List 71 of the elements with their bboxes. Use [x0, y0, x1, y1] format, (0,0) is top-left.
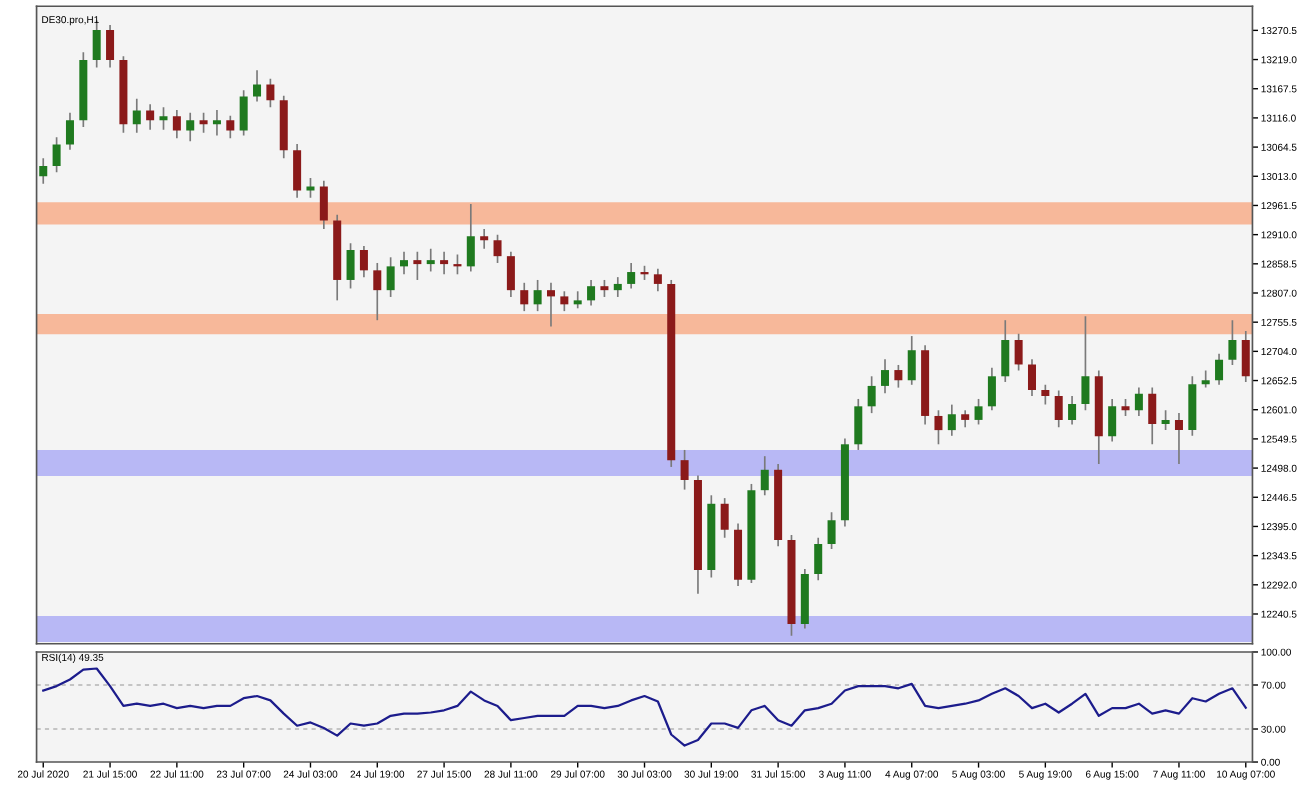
candlestick [65, 111, 74, 151]
candlestick [907, 335, 916, 386]
candlestick [266, 77, 275, 108]
candlestick [239, 89, 248, 137]
candlestick [533, 279, 542, 312]
candlestick [39, 157, 48, 185]
candlestick [172, 109, 181, 140]
candlestick [760, 455, 769, 497]
candlestick [212, 109, 221, 137]
candlestick [1215, 352, 1224, 386]
candlestick [1108, 398, 1117, 443]
candlestick [814, 536, 823, 582]
candlestick [627, 262, 636, 290]
candlestick [680, 449, 689, 491]
candlestick [413, 250, 422, 281]
candlestick [720, 497, 729, 539]
candlestick [1027, 358, 1036, 397]
candlestick [146, 103, 155, 131]
candlestick [159, 106, 168, 131]
candlestick [1054, 389, 1063, 429]
candlestick [493, 233, 502, 264]
candlestick [1228, 319, 1237, 366]
candlestick [1148, 386, 1157, 446]
candlestick [987, 366, 996, 412]
candlestick [1081, 315, 1090, 412]
candlestick [346, 242, 355, 290]
candlestick [186, 111, 195, 142]
candlestick [373, 262, 382, 322]
candlestick [1134, 386, 1143, 417]
candlestick [947, 403, 956, 437]
candlestick [1014, 332, 1023, 372]
candlestick [881, 358, 890, 395]
candlestick [587, 279, 596, 307]
candlestick [319, 179, 328, 230]
candlestick [613, 276, 622, 298]
candlestick [306, 177, 315, 199]
candlestick [854, 398, 863, 451]
candlestick [293, 143, 302, 199]
candlestick [106, 24, 115, 69]
candlestick [253, 69, 262, 103]
candlestick [827, 511, 836, 550]
candlestick [934, 409, 943, 446]
candlestick [400, 250, 409, 276]
candlestick [132, 97, 141, 134]
candlestick [466, 203, 475, 273]
candlestick [1201, 369, 1210, 389]
candlestick [359, 245, 368, 278]
candlestick [440, 250, 449, 276]
line-series [42, 667, 1247, 747]
candlestick [573, 290, 582, 310]
candlestick [1161, 409, 1170, 431]
candlestick [1188, 375, 1197, 437]
candlestick [386, 256, 395, 298]
candlestick [1001, 319, 1010, 383]
candlestick [894, 364, 903, 389]
candlestick [560, 290, 569, 312]
candlestick [546, 281, 555, 328]
candlestick [867, 375, 876, 414]
candlestick [199, 111, 208, 134]
candlestick [1174, 412, 1183, 465]
candlestick [426, 247, 435, 273]
candlestick [480, 228, 489, 250]
candlestick [506, 250, 515, 298]
candlestick [1041, 383, 1050, 406]
candlestick [1241, 330, 1250, 383]
candlestick [226, 114, 235, 140]
candlestick [520, 281, 529, 312]
candlestick [52, 136, 61, 174]
candlestick [974, 398, 983, 426]
candlestick [1068, 395, 1077, 426]
candlestick [653, 267, 662, 293]
